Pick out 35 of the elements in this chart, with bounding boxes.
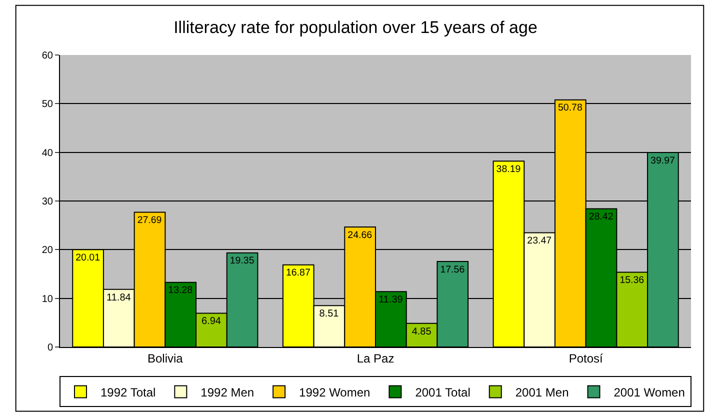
- y-tick-label: 50: [42, 99, 54, 110]
- legend-label: 1992 Total: [100, 385, 156, 400]
- data-label: 11.39: [378, 294, 404, 306]
- legend-label: 2001 Total: [415, 385, 470, 400]
- data-label: 13.28: [168, 285, 193, 296]
- data-label: 4.85: [412, 326, 432, 338]
- data-label: 17.56: [440, 264, 465, 276]
- chart-title: Illiteracy rate for population over 15 years of age: [174, 18, 538, 37]
- data-label: 6.94: [201, 316, 222, 328]
- data-label: 11.84: [106, 292, 132, 304]
- data-label: 8.51: [319, 308, 340, 320]
- data-label: 15.36: [620, 275, 644, 286]
- legend-label: 1992 Men: [200, 385, 254, 400]
- legend-label: 2001 Men: [515, 385, 569, 400]
- data-label: 38.19: [496, 164, 521, 175]
- x-tick-label: La Paz: [356, 351, 394, 366]
- legend-label: 2001 Women: [614, 385, 685, 400]
- y-tick-label: 60: [42, 50, 54, 62]
- data-label: 16.87: [286, 268, 310, 279]
- x-tick-label: Potosí: [568, 351, 604, 366]
- data-label: 27.69: [137, 215, 162, 226]
- data-label: 24.66: [348, 230, 372, 241]
- y-tick-label: 30: [42, 196, 54, 208]
- data-label: 39.97: [650, 155, 675, 166]
- legend-label: 1992 Women: [299, 385, 370, 400]
- data-label: 23.47: [527, 236, 552, 247]
- data-label: 20.01: [76, 252, 100, 264]
- y-tick-label: 20: [42, 245, 54, 256]
- y-tick-label: 40: [42, 148, 54, 159]
- data-label: 28.42: [588, 211, 614, 222]
- x-tick-label: Bolivia: [147, 351, 184, 366]
- y-tick-label: 10: [42, 294, 54, 305]
- data-label: 50.78: [558, 102, 582, 114]
- y-tick-label: 0: [47, 342, 54, 354]
- data-label: 19.35: [230, 256, 255, 267]
